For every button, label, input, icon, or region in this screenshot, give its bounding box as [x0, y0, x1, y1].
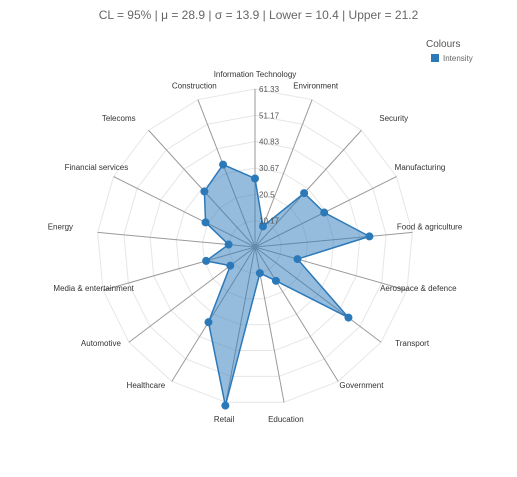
axis-label-healthcare: Healthcare [127, 381, 166, 390]
axis-label-food-agriculture: Food & agriculture [397, 222, 463, 231]
point-financial-services[interactable] [201, 218, 210, 227]
legend: Colours Intensity [426, 39, 473, 63]
point-aerospace-defence[interactable] [293, 255, 302, 264]
axis-label-transport: Transport [395, 339, 430, 348]
point-manufacturing[interactable] [320, 208, 329, 217]
point-automotive[interactable] [226, 261, 235, 270]
series-area-intensity [203, 163, 372, 406]
tick-label: 30.67 [259, 164, 280, 173]
spoke-environment [254, 99, 313, 248]
point-telecoms[interactable] [200, 187, 209, 196]
series-layer [200, 160, 374, 410]
axis-label-retail: Retail [214, 415, 235, 424]
axis-label-energy: Energy [48, 222, 73, 231]
point-government[interactable] [271, 276, 280, 285]
grid-ring [149, 141, 361, 352]
point-environment[interactable] [258, 222, 267, 231]
point-food-agriculture[interactable] [365, 232, 374, 241]
point-media-entertainment[interactable] [202, 256, 211, 265]
axis-label-media-entertainment: Media & entertainment [53, 284, 134, 293]
tick-label: 61.33 [259, 85, 280, 94]
axis-label-education: Education [268, 415, 304, 424]
axis-label-manufacturing: Manufacturing [395, 163, 446, 172]
axis-label-government: Government [339, 381, 384, 390]
axis-label-environment: Environment [293, 81, 339, 90]
axis-label-information-technology: Information Technology [214, 70, 297, 79]
axis-label-telecoms: Telecoms [102, 114, 136, 123]
point-retail[interactable] [221, 401, 230, 410]
radial-ticks: 10.17 20.5 30.67 40.83 51.17 61.33 [259, 85, 280, 226]
point-security[interactable] [300, 189, 309, 198]
point-energy[interactable] [224, 240, 233, 249]
point-transport[interactable] [344, 313, 353, 322]
grid-ring [97, 88, 413, 403]
axis-label-financial-services: Financial services [65, 163, 129, 172]
legend-swatch-intensity[interactable] [431, 54, 439, 62]
point-education[interactable] [255, 269, 264, 278]
tick-label: 10.17 [259, 217, 280, 226]
tick-label: 51.17 [259, 111, 280, 120]
legend-title: Colours [426, 39, 460, 50]
axis-label-aerospace-defence: Aerospace & defence [380, 284, 457, 293]
axis-label-construction: Construction [172, 81, 217, 90]
point-healthcare[interactable] [204, 318, 213, 327]
axis-label-automotive: Automotive [81, 339, 122, 348]
axis-labels: Information Technology Environment Securit… [48, 70, 463, 424]
point-information-technology[interactable] [251, 174, 259, 183]
axis-label-security: Security [379, 114, 408, 123]
chart-title: CL = 95% | μ = 28.9 | σ = 13.9 | Lower =… [98, 8, 419, 22]
tick-label: 40.83 [259, 138, 280, 147]
grid-ring [175, 167, 335, 326]
tick-label: 20.5 [259, 190, 275, 199]
point-construction[interactable] [219, 160, 228, 169]
legend-label-intensity: Intensity [443, 54, 473, 63]
grid-ring [123, 114, 387, 377]
